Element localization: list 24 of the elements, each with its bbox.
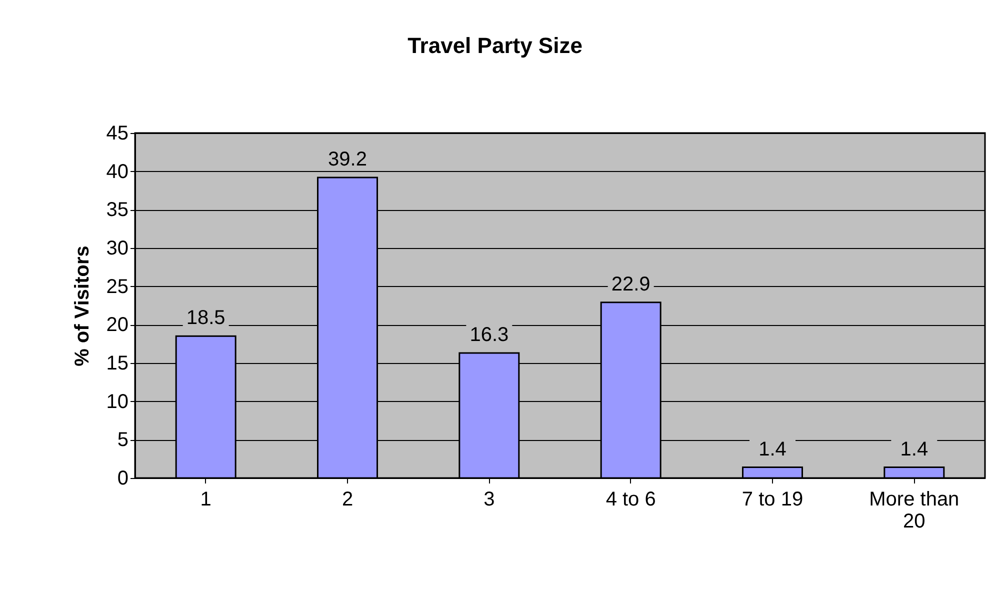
data-label: 22.9 bbox=[611, 273, 650, 296]
data-label: 1.4 bbox=[900, 438, 928, 460]
y-tick-label: 0 bbox=[117, 468, 128, 490]
x-tick-label: 2 bbox=[342, 488, 354, 510]
data-label: 1.4 bbox=[758, 438, 786, 460]
y-axis-title: % of Visitors bbox=[71, 246, 94, 366]
x-tick-label: 4 to 6 bbox=[606, 488, 656, 510]
chart-title: Travel Party Size bbox=[408, 33, 582, 58]
x-tick-label: 7 to 19 bbox=[742, 488, 804, 510]
data-label: 39.2 bbox=[328, 148, 367, 170]
y-tick-label: 40 bbox=[106, 160, 128, 183]
y-tick-label: 20 bbox=[106, 314, 128, 336]
y-tick-label: 45 bbox=[106, 122, 128, 144]
y-tick-label: 15 bbox=[106, 352, 128, 374]
y-tick-label: 10 bbox=[106, 390, 128, 413]
y-tick-label: 5 bbox=[117, 429, 128, 452]
y-tick-label: 30 bbox=[106, 238, 128, 260]
data-label: 18.5 bbox=[186, 307, 226, 330]
x-tick-label: More than 20 bbox=[869, 488, 960, 532]
data-label: 16.3 bbox=[470, 324, 509, 346]
x-tick-label: 3 bbox=[484, 488, 495, 510]
x-tick-label: 1 bbox=[200, 488, 212, 510]
y-tick-label: 25 bbox=[106, 276, 128, 298]
y-tick-label: 35 bbox=[106, 199, 128, 222]
